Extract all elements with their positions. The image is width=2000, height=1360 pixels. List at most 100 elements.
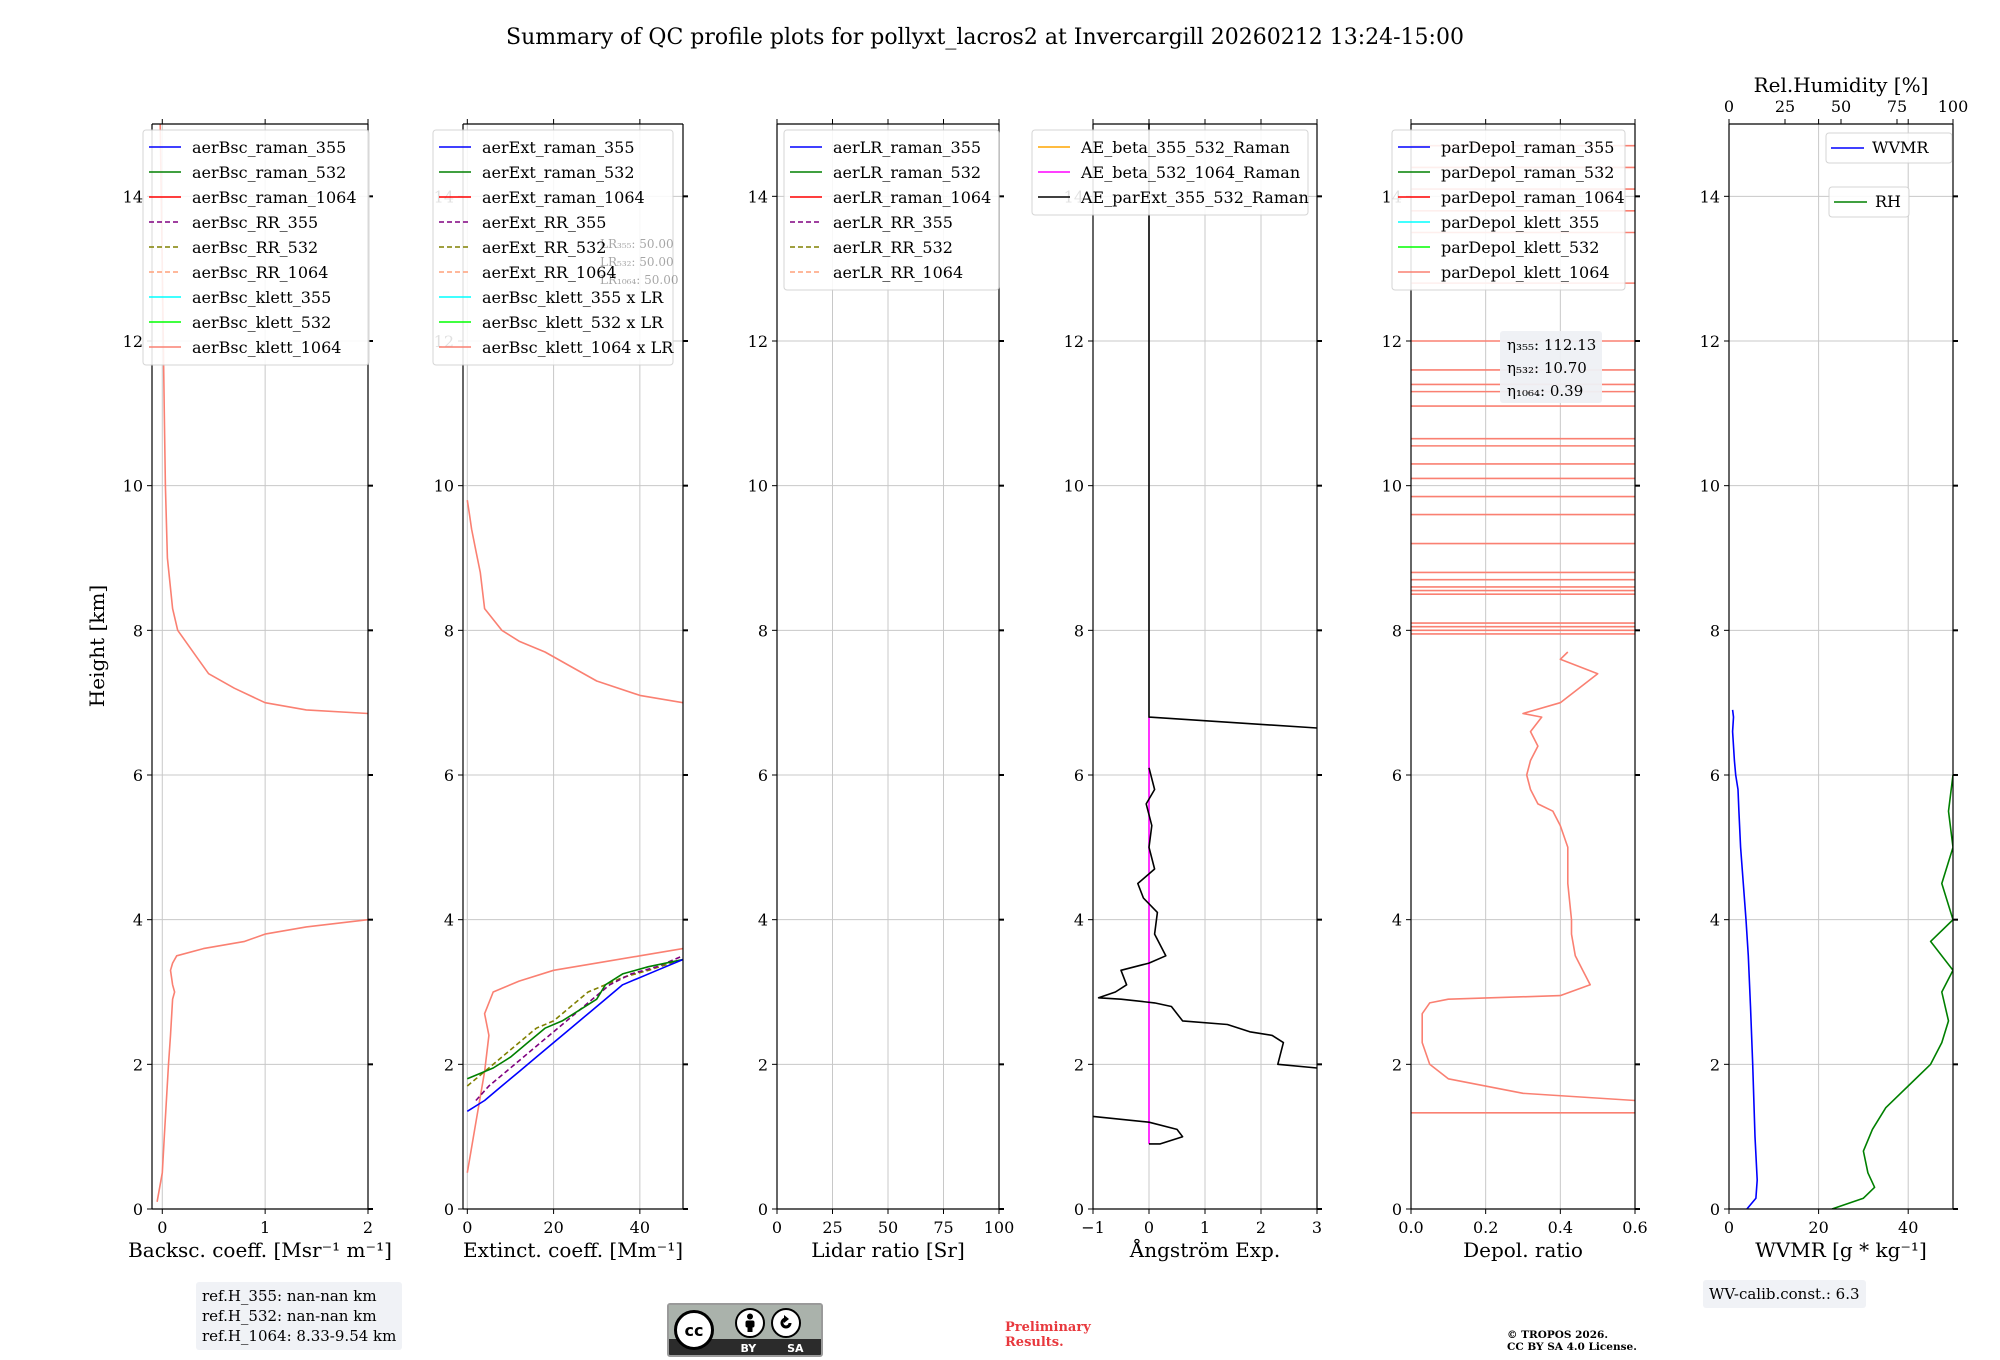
bsc-ytick-label-0: 0 <box>133 1200 143 1219</box>
cc-by-label: BY <box>740 1341 757 1355</box>
ext-legend-label-5: aerExt_RR_1064 <box>482 263 617 282</box>
bsc-legend-label-1: aerBsc_raman_532 <box>192 163 346 182</box>
lr-xlabel: Lidar ratio [Sr] <box>811 1238 965 1262</box>
ref-h-355: ref.H_355: nan-nan km <box>202 1287 377 1305</box>
ext-legend-label-8: aerBsc_klett_1064 x LR <box>482 338 674 357</box>
ae-ytick-label-0: 0 <box>1074 1200 1084 1219</box>
ext-series-2 <box>466 958 683 1087</box>
bsc-xtick-label-0: 0 <box>157 1218 167 1237</box>
bsc-ytick-label-6: 12 <box>123 332 143 351</box>
bsc-plot-area <box>156 124 368 1202</box>
bsc-legend-label-0: aerBsc_raman_355 <box>192 138 346 157</box>
depol-xtick-label-2: 0.4 <box>1548 1218 1573 1237</box>
wv-series-1 <box>1831 774 1953 1209</box>
bsc-legend-label-4: aerBsc_RR_532 <box>192 238 318 257</box>
figure-title: Summary of QC profile plots for pollyxt_… <box>506 25 1464 50</box>
ae-xtick-label-3: 2 <box>1256 1218 1266 1237</box>
depol-ytick-label-6: 12 <box>1382 332 1402 351</box>
wv-top-tick-label-2: 50 <box>1831 97 1851 116</box>
lr-xtick-label-0: 0 <box>772 1218 782 1237</box>
bsc-legend-label-7: aerBsc_klett_532 <box>192 313 331 332</box>
ext-series-5 <box>466 958 683 1112</box>
lr-ytick-label-5: 10 <box>748 477 768 496</box>
eta-annotation-bg <box>1500 331 1602 403</box>
reference-height-box: ref.H_355: nan-nan km ref.H_532: nan-nan… <box>196 1282 403 1350</box>
ae-legend-label-0: AE_beta_355_532_Raman <box>1080 138 1290 157</box>
ae-legend-label-2: AE_parExt_355_532_Raman <box>1080 188 1309 207</box>
ext-series-1 <box>466 499 683 704</box>
wv-legend-label-1: RH <box>1875 192 1901 211</box>
lr-ytick-label-0: 0 <box>758 1200 768 1219</box>
wv-ytick-label-1: 2 <box>1710 1055 1720 1074</box>
lr-legend-label-2: aerLR_raman_1064 <box>833 188 991 207</box>
lr-xtick-label-2: 50 <box>878 1218 898 1237</box>
share-alike-icon <box>771 1308 801 1338</box>
lr-annotation-line1: LR₃₅₅: 50.00 <box>600 237 674 251</box>
lr-ytick-label-4: 8 <box>758 621 768 640</box>
eta-annotation-line1: η₃₅₅: 112.13 <box>1507 336 1596 354</box>
ae-xtick-label-4: 3 <box>1312 1218 1322 1237</box>
bsc-legend-label-3: aerBsc_RR_355 <box>192 213 318 232</box>
ae-series-2 <box>1097 767 1317 1069</box>
lr-legend-label-4: aerLR_RR_532 <box>833 238 953 257</box>
depol-ytick-label-5: 10 <box>1382 477 1402 496</box>
ext-xtick-label-0: 0 <box>462 1218 472 1237</box>
person-icon <box>745 1313 755 1332</box>
ref-h-532: ref.H_532: nan-nan km <box>202 1307 377 1325</box>
lr-legend-label-3: aerLR_RR_355 <box>833 213 953 232</box>
depol-ytick-label-3: 6 <box>1392 766 1402 785</box>
ae-legend-label-1: AE_beta_532_1064_Raman <box>1080 163 1300 182</box>
lr-ytick-label-7: 14 <box>748 187 768 206</box>
preliminary-line1: Preliminary <box>1005 1320 1091 1335</box>
depol-ytick-label-1: 2 <box>1392 1055 1402 1074</box>
depol-plot-area <box>1411 144 1635 1114</box>
wv-ytick-label-7: 14 <box>1700 187 1720 206</box>
ae-ytick-label-4: 8 <box>1074 621 1084 640</box>
wv-calib-const: WV-calib.const.: 6.3 <box>1709 1285 1860 1303</box>
bsc-ytick-label-5: 10 <box>123 477 143 496</box>
wv-plot-area <box>1731 709 1953 1209</box>
wv-legend-label-0: WVMR <box>1872 138 1929 157</box>
bsc-xtick-label-2: 2 <box>363 1218 373 1237</box>
ext-ytick-label-0: 0 <box>444 1200 454 1219</box>
depol-legend-box <box>1391 129 1626 291</box>
wv-xlabel: WVMR [g * kg⁻¹] <box>1755 1238 1927 1262</box>
ext-ytick-label-3: 6 <box>444 766 454 785</box>
ext-legend-label-1: aerExt_raman_532 <box>482 163 635 182</box>
ext-series-0 <box>466 947 683 1173</box>
lr-xtick-label-3: 75 <box>933 1218 953 1237</box>
wv-ytick-label-5: 10 <box>1700 477 1720 496</box>
ae-xlabel: Ångström Exp. <box>1129 1237 1280 1262</box>
lr-annotation: LR₃₅₅: 50.00 LR₅₃₂: 50.00 LR₁₀₆₄: 50.00 <box>600 237 678 287</box>
ae-ytick-label-3: 6 <box>1074 766 1084 785</box>
depol-series-0 <box>1421 651 1635 1102</box>
ext-xtick-label-2: 40 <box>630 1218 650 1237</box>
bsc-legend-box <box>142 129 370 366</box>
depol-legend-label-0: parDepol_raman_355 <box>1441 138 1614 157</box>
ae-ytick-label-1: 2 <box>1074 1055 1084 1074</box>
ext-legend-label-3: aerExt_RR_355 <box>482 213 606 232</box>
ext-legend-label-6: aerBsc_klett_355 x LR <box>482 288 664 307</box>
ext-ytick-label-4: 8 <box>444 621 454 640</box>
ext-ytick-label-1: 2 <box>444 1055 454 1074</box>
cc-sa-label: SA <box>787 1341 804 1355</box>
bsc-xlabel: Backsc. coeff. [Msr⁻¹ m⁻¹] <box>128 1238 392 1262</box>
wv-xtick-label-0: 0 <box>1724 1218 1734 1237</box>
depol-legend-label-2: parDepol_raman_1064 <box>1441 188 1625 207</box>
wv-top-tick-label-0: 0 <box>1724 97 1734 116</box>
ext-legend-label-0: aerExt_raman_355 <box>482 138 635 157</box>
depol-ytick-label-4: 8 <box>1392 621 1402 640</box>
depol-xlabel: Depol. ratio <box>1463 1238 1583 1262</box>
eta-annotation-line2: η₅₃₂: 10.70 <box>1507 359 1587 377</box>
ext-xlabel: Extinct. coeff. [Mm⁻¹] <box>463 1238 683 1262</box>
wv-top-tick-label-3: 75 <box>1887 97 1907 116</box>
wv-xtick-label-2: 40 <box>1898 1218 1918 1237</box>
share-alike-arrow-icon <box>780 1315 792 1329</box>
y-axis-label: Height [km] <box>85 585 109 707</box>
wv-ytick-label-6: 12 <box>1700 332 1720 351</box>
eta-annotation: η₃₅₅: 112.13 η₅₃₂: 10.70 η₁₀₆₄: 0.39 <box>1500 331 1602 403</box>
